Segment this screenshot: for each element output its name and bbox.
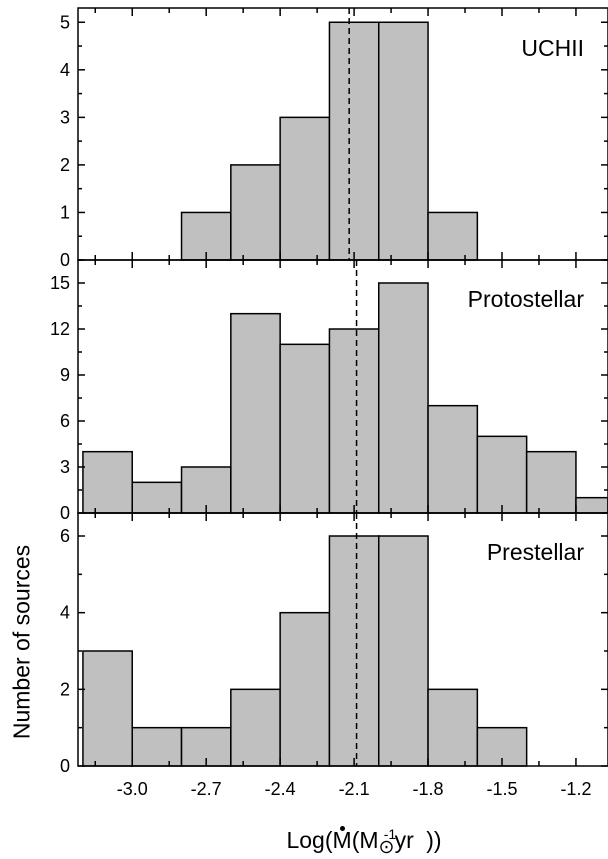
x-axis-label-exp: -1 — [383, 826, 397, 842]
x-tick-label: -2.7 — [191, 779, 222, 799]
top-bar — [230, 164, 281, 261]
bottom-bar — [131, 726, 183, 767]
middle-bar — [575, 496, 608, 514]
top-bar — [377, 21, 429, 261]
bottom-bar — [82, 650, 133, 767]
middle-ytick-label: 12 — [50, 319, 70, 339]
bottom-bar — [230, 688, 281, 767]
x-axis-label: Log(M(M⊙ yr-1)) — [0, 825, 608, 859]
y-axis-label: Number of sources — [8, 544, 35, 740]
x-axis-label-unit: yr — [394, 826, 414, 853]
bottom-bar — [427, 688, 479, 767]
top-ytick-label: 0 — [60, 250, 70, 270]
middle-ytick-label: 0 — [60, 503, 70, 523]
middle-ytick-label: 15 — [50, 273, 70, 293]
middle-bar — [427, 404, 479, 514]
x-tick-label: -2.1 — [339, 779, 370, 799]
x-tick-label: -1.8 — [413, 779, 444, 799]
x-axis-label-mid: (M — [351, 826, 379, 853]
x-tick-label: -3.0 — [117, 779, 148, 799]
middle-bar — [230, 312, 281, 514]
middle-bar — [328, 328, 380, 514]
middle-ytick-label: 3 — [60, 457, 70, 477]
middle-bar — [279, 343, 331, 514]
x-tick-label: -1.5 — [486, 779, 517, 799]
x-tick-label: -2.4 — [265, 779, 296, 799]
bottom-ytick-label: 4 — [60, 603, 70, 623]
bottom-annotation: Prestellar — [487, 539, 584, 565]
bottom-bar — [279, 611, 331, 767]
middle-annotation: Protostellar — [468, 286, 585, 312]
x-axis-label-prefix: Log( — [286, 826, 333, 853]
x-axis-label-mdot: M — [332, 825, 352, 853]
x-axis-label-sun: ⊙ — [378, 837, 395, 859]
x-tick-label: -1.2 — [560, 779, 591, 799]
top-annotation: UCHII — [521, 35, 584, 61]
bottom-ytick-label: 6 — [60, 526, 70, 546]
x-axis-label-suffix: )) — [426, 826, 442, 853]
bottom-ytick-label: 0 — [60, 756, 70, 776]
top-ytick-label: 1 — [60, 202, 70, 222]
middle-bar — [525, 450, 577, 514]
top-bar — [427, 211, 479, 261]
bottom-ytick-label: 2 — [60, 679, 70, 699]
middle-bar — [476, 435, 528, 514]
middle-bar — [377, 282, 429, 514]
bottom-frame — [77, 512, 608, 767]
bottom-bar — [377, 535, 429, 767]
top-ytick-label: 4 — [60, 60, 70, 80]
top-ytick-label: 5 — [60, 12, 70, 32]
top-bar — [279, 116, 331, 261]
top-ytick-label: 3 — [60, 107, 70, 127]
middle-ytick-label: 9 — [60, 365, 70, 385]
top-bar — [328, 21, 380, 261]
middle-bar — [82, 450, 133, 514]
middle-bar — [131, 481, 183, 514]
middle-ytick-label: 6 — [60, 411, 70, 431]
top-ytick-label: 2 — [60, 155, 70, 175]
bottom-bar — [328, 535, 380, 767]
